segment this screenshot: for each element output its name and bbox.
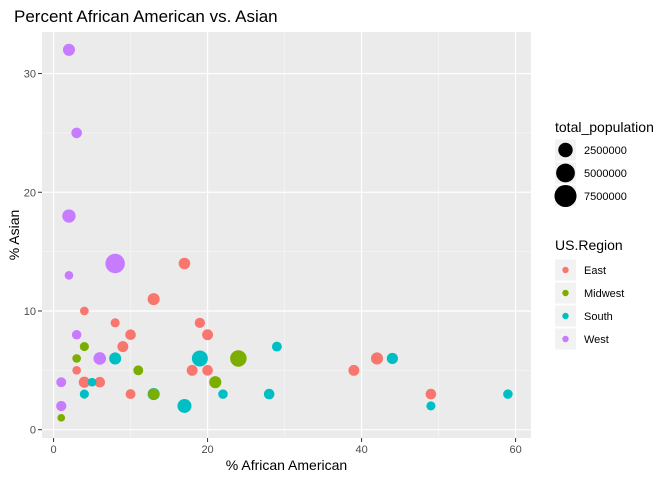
data-point-midwest: [148, 388, 160, 400]
data-point-east: [202, 329, 214, 341]
x-tick-label: 0: [50, 444, 56, 456]
data-point-east: [147, 293, 160, 306]
data-point-east: [370, 352, 384, 365]
size-legend-label: 5000000: [584, 168, 627, 180]
y-axis-title: % Asian: [6, 210, 22, 261]
grid-minor: [42, 32, 531, 438]
x-tick-label: 40: [355, 444, 367, 456]
size-legend-label: 2500000: [584, 145, 627, 157]
data-point-east: [72, 365, 81, 375]
data-point-east: [425, 388, 437, 400]
data-point-midwest: [209, 376, 222, 389]
color-legend-symbol-west: [562, 335, 569, 343]
color-legend: US.Region East Midwest South West: [555, 237, 624, 350]
data-point-west: [93, 352, 107, 365]
data-point-west: [105, 253, 125, 274]
data-point-east: [186, 364, 198, 376]
x-tick-label: 60: [509, 444, 521, 456]
x-tick-label: 20: [201, 444, 213, 456]
data-point-east: [348, 364, 360, 376]
data-point-south: [109, 352, 122, 365]
data-point-south: [426, 401, 436, 411]
data-point-east: [125, 329, 136, 341]
data-point-south: [503, 389, 513, 399]
size-legend-label: 7500000: [584, 191, 627, 203]
data-point-east: [125, 389, 136, 400]
color-legend-symbol-east: [562, 266, 569, 274]
data-point-east: [178, 257, 191, 270]
data-point-east: [94, 376, 106, 388]
data-point-west: [71, 127, 82, 139]
data-point-west: [71, 329, 82, 340]
size-legend-symbol: [554, 184, 577, 208]
data-point-midwest: [57, 414, 66, 422]
data-point-midwest: [230, 350, 247, 367]
data-point-south: [177, 398, 192, 413]
data-point-south: [263, 388, 275, 400]
data-point-west: [62, 43, 75, 56]
x-axis-title: % African American: [226, 457, 347, 473]
y-tick-label: 30: [24, 69, 36, 81]
data-point-south: [79, 389, 89, 399]
data-point-south: [191, 350, 208, 367]
color-legend-symbol-south: [562, 312, 569, 320]
size-legend-title: total_population: [555, 119, 654, 135]
data-point-west: [56, 377, 67, 388]
chart-title: Percent African American vs. Asian: [14, 7, 278, 26]
color-legend-title: US.Region: [555, 237, 623, 253]
data-point-midwest: [133, 365, 144, 376]
data-point-midwest: [72, 354, 81, 363]
data-point-south: [87, 377, 97, 387]
size-legend-symbol: [556, 163, 575, 183]
data-point-east: [117, 341, 129, 353]
data-points: [56, 43, 513, 422]
color-legend-label: Midwest: [584, 288, 624, 300]
size-legend-symbol: [558, 142, 573, 158]
y-tick-label: 10: [24, 306, 36, 318]
data-point-south: [386, 352, 399, 365]
data-point-east: [202, 365, 213, 376]
data-point-east: [194, 317, 205, 328]
data-point-south: [271, 341, 282, 352]
x-axis-ticks: 0 20 40 60: [50, 438, 522, 456]
color-legend-label: West: [584, 334, 609, 346]
y-tick-label: 20: [24, 187, 36, 199]
data-point-east: [78, 376, 90, 388]
data-point-west: [64, 271, 74, 280]
data-point-south: [218, 389, 228, 399]
data-point-east: [110, 318, 120, 328]
grid-major: [42, 32, 531, 438]
color-legend-symbol-midwest: [562, 289, 569, 297]
data-point-west: [62, 209, 76, 223]
y-axis-ticks: 0 10 20 30: [24, 69, 42, 437]
plot-panel: [42, 32, 531, 438]
y-tick-label: 0: [30, 425, 36, 437]
color-legend-label: East: [584, 265, 606, 277]
color-legend-label: South: [584, 311, 613, 323]
size-legend: total_population 2500000 5000000 7500000: [554, 119, 654, 208]
data-point-midwest: [79, 342, 89, 352]
data-point-west: [56, 400, 67, 412]
data-point-east: [80, 306, 89, 316]
